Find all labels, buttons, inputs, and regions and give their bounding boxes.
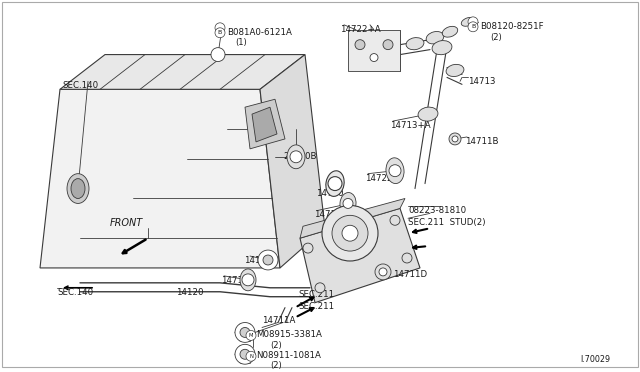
Ellipse shape — [326, 171, 344, 196]
Circle shape — [328, 177, 342, 190]
Circle shape — [242, 274, 254, 286]
Circle shape — [332, 215, 368, 251]
Circle shape — [355, 40, 365, 49]
Circle shape — [211, 48, 225, 61]
Text: N08911-1081A: N08911-1081A — [256, 351, 321, 360]
Circle shape — [263, 255, 273, 265]
Polygon shape — [60, 55, 305, 89]
Circle shape — [383, 40, 393, 49]
Text: B: B — [471, 24, 475, 29]
Text: 14722+A: 14722+A — [340, 25, 381, 34]
Text: 14120: 14120 — [176, 288, 204, 297]
Text: 14711D: 14711D — [393, 270, 427, 279]
Polygon shape — [260, 55, 325, 268]
Polygon shape — [245, 99, 285, 149]
Text: 14713: 14713 — [468, 77, 495, 86]
Ellipse shape — [386, 158, 404, 183]
Text: M08915-3381A: M08915-3381A — [256, 330, 322, 340]
Text: SEC.211  STUD(2): SEC.211 STUD(2) — [408, 218, 486, 227]
Text: 24340B: 24340B — [283, 152, 317, 161]
Circle shape — [469, 18, 477, 26]
Circle shape — [235, 323, 255, 342]
Circle shape — [240, 327, 250, 337]
Text: N: N — [249, 354, 253, 359]
Text: 14717: 14717 — [314, 211, 342, 219]
Text: B081A0-6121A: B081A0-6121A — [227, 28, 292, 37]
Circle shape — [303, 243, 313, 253]
Ellipse shape — [426, 32, 444, 44]
Ellipse shape — [446, 64, 464, 77]
Text: 14722: 14722 — [365, 174, 392, 183]
Text: (1): (1) — [235, 38, 247, 47]
Circle shape — [315, 283, 325, 293]
Text: 14711A: 14711A — [262, 315, 296, 325]
Text: FRONT: FRONT — [110, 218, 143, 228]
Text: M: M — [249, 333, 253, 338]
Polygon shape — [40, 89, 280, 268]
Text: I.70029: I.70029 — [580, 355, 610, 364]
Ellipse shape — [71, 179, 85, 199]
Ellipse shape — [461, 17, 475, 26]
Ellipse shape — [67, 174, 89, 203]
Circle shape — [370, 54, 378, 61]
Text: SEC.140: SEC.140 — [62, 81, 98, 90]
Circle shape — [342, 225, 358, 241]
Circle shape — [468, 22, 478, 32]
Circle shape — [468, 17, 478, 27]
Text: 14711B: 14711B — [465, 137, 499, 146]
Text: SEC.211: SEC.211 — [298, 302, 334, 311]
Text: SEC.211: SEC.211 — [298, 290, 334, 299]
Circle shape — [322, 205, 378, 261]
Circle shape — [258, 250, 278, 270]
Ellipse shape — [442, 26, 458, 37]
Circle shape — [235, 344, 255, 364]
Ellipse shape — [432, 41, 452, 55]
Circle shape — [246, 330, 256, 340]
Circle shape — [215, 23, 225, 33]
Text: 08223-81810: 08223-81810 — [408, 206, 466, 215]
Text: 14120G: 14120G — [244, 256, 278, 265]
Text: 14713+A: 14713+A — [390, 121, 431, 130]
Circle shape — [375, 264, 391, 280]
Polygon shape — [348, 30, 400, 71]
Ellipse shape — [418, 107, 438, 121]
Circle shape — [449, 133, 461, 145]
Ellipse shape — [287, 145, 305, 169]
Text: (2): (2) — [270, 361, 282, 370]
Polygon shape — [300, 199, 405, 238]
Circle shape — [390, 215, 400, 225]
Text: 14730: 14730 — [316, 189, 344, 198]
Text: B08120-8251F: B08120-8251F — [480, 22, 543, 31]
Circle shape — [215, 28, 225, 38]
Polygon shape — [300, 208, 420, 303]
Circle shape — [389, 165, 401, 177]
Text: (2): (2) — [490, 33, 502, 42]
Circle shape — [402, 253, 412, 263]
Polygon shape — [252, 107, 277, 142]
Text: (2): (2) — [270, 341, 282, 350]
Circle shape — [452, 136, 458, 142]
Text: SEC.140: SEC.140 — [57, 288, 93, 297]
Ellipse shape — [406, 38, 424, 50]
Text: B: B — [218, 30, 222, 35]
Circle shape — [379, 268, 387, 276]
Circle shape — [246, 351, 256, 361]
Ellipse shape — [340, 193, 356, 214]
Text: 14710: 14710 — [221, 276, 248, 285]
Ellipse shape — [240, 269, 256, 291]
Circle shape — [343, 199, 353, 208]
Circle shape — [290, 151, 302, 163]
Circle shape — [240, 349, 250, 359]
